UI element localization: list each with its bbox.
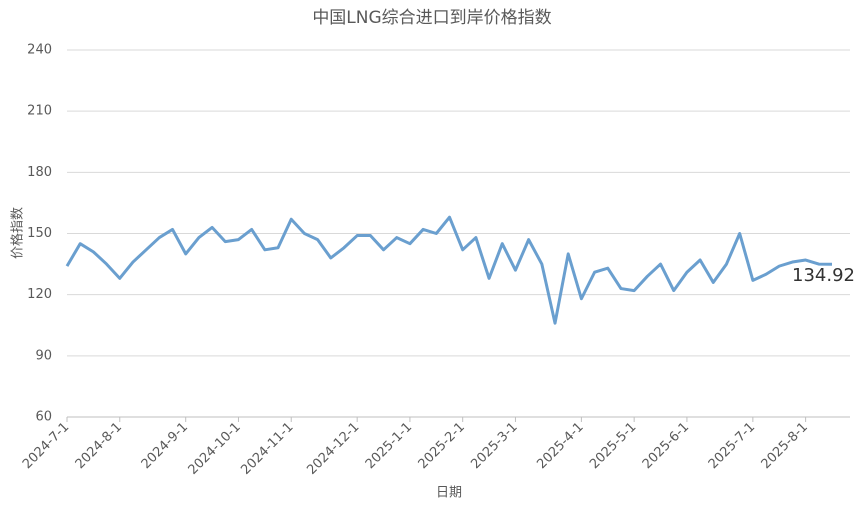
x-tick-label: 2025-4-1: [534, 420, 586, 472]
x-tick-label: 2025-3-1: [468, 420, 520, 472]
x-tick-label: 2025-8-1: [759, 420, 811, 472]
x-tick-label: 2024-12-1: [304, 420, 362, 478]
y-tick-label: 210: [27, 104, 52, 119]
line-series: [65, 215, 833, 325]
y-tick-label: 180: [27, 165, 52, 180]
y-axis-title: 价格指数: [10, 207, 26, 259]
y-tick-label: 60: [35, 410, 52, 425]
x-tick-label: 2024-8-1: [73, 420, 125, 472]
y-tick-label: 150: [27, 226, 52, 241]
x-tick-label: 2024-10-1: [186, 420, 244, 478]
x-tick-label: 2025-2-1: [416, 420, 468, 472]
x-tick-label: 2024-9-1: [139, 420, 191, 472]
x-tick-label: 2025-6-1: [640, 420, 692, 472]
y-tick-label: 90: [35, 348, 52, 363]
x-axis-title: 日期: [436, 486, 462, 501]
chart-title: 中国LNG综合进口到岸价格指数: [312, 8, 551, 28]
data-label: 134.92: [792, 265, 855, 286]
y-tick-label: 120: [27, 287, 52, 302]
x-tick-label: 2025-5-1: [587, 420, 639, 472]
x-tick-label: 2025-1-1: [363, 420, 415, 472]
x-tick-label: 2025-7-1: [706, 420, 758, 472]
x-tick-label: 2024-11-1: [238, 420, 296, 478]
y-tick-label: 240: [27, 43, 52, 58]
x-tick-label: 2024-7-1: [20, 420, 72, 472]
